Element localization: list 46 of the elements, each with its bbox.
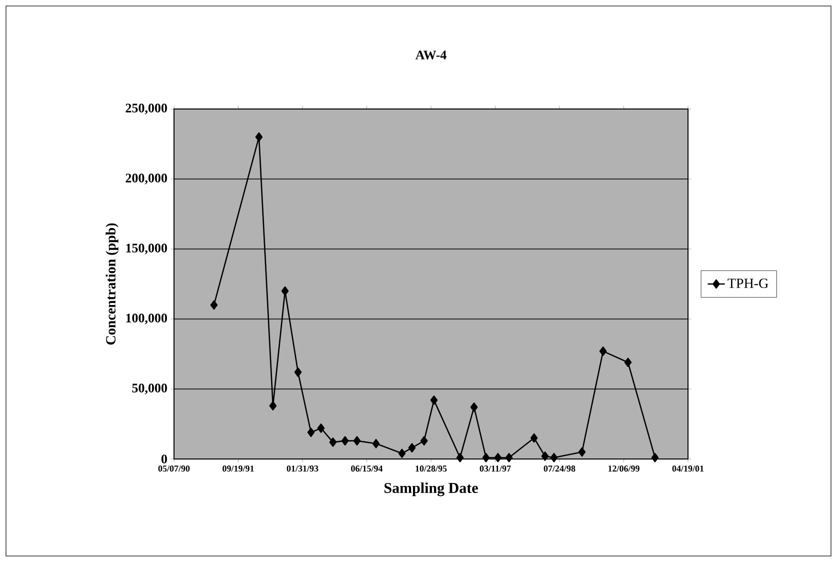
point bbox=[541, 452, 549, 461]
x-tick-label: 06/15/94 bbox=[351, 466, 383, 472]
y-tick-label: 200,000 bbox=[126, 174, 167, 184]
x-tick-label: 04/19/01 bbox=[672, 466, 704, 472]
point bbox=[353, 436, 361, 446]
point bbox=[210, 300, 218, 310]
point bbox=[294, 368, 302, 377]
point bbox=[269, 401, 277, 410]
point bbox=[651, 452, 659, 462]
point bbox=[456, 452, 464, 462]
x-tick-label: 05/07/90 bbox=[158, 466, 190, 472]
point bbox=[599, 346, 607, 356]
point bbox=[550, 452, 558, 462]
point bbox=[329, 438, 337, 447]
x-axis-title: Sampling Date bbox=[384, 482, 478, 496]
x-tick-label: 12/06/99 bbox=[608, 466, 640, 472]
legend-label: TPH-G bbox=[728, 278, 768, 288]
point bbox=[408, 443, 416, 452]
chart-title: AW-4 bbox=[415, 50, 446, 60]
point bbox=[372, 438, 380, 448]
y-tick-label: 100,000 bbox=[126, 314, 167, 324]
point bbox=[281, 286, 289, 296]
point bbox=[530, 433, 538, 443]
point bbox=[398, 448, 406, 458]
x-tick-label: 01/31/93 bbox=[286, 466, 318, 472]
y-tick-label: 50,000 bbox=[132, 384, 167, 394]
point bbox=[470, 402, 478, 412]
x-tick-label: 10/28/95 bbox=[416, 466, 447, 472]
y-axis-title: Concentration (ppb) bbox=[106, 223, 118, 345]
point bbox=[624, 358, 632, 368]
x-tick-label: 07/24/98 bbox=[544, 466, 576, 472]
point bbox=[317, 424, 325, 433]
point bbox=[482, 452, 490, 462]
point bbox=[505, 452, 513, 462]
point bbox=[494, 452, 502, 462]
y-tick-label: 250,000 bbox=[126, 104, 167, 114]
y-tick-label: 150,000 bbox=[126, 244, 167, 254]
point bbox=[430, 396, 438, 405]
point bbox=[420, 436, 428, 446]
y-tick-label: 0 bbox=[161, 454, 167, 464]
x-tick-label: 03/11/97 bbox=[480, 466, 511, 472]
x-tick-label: 09/19/91 bbox=[222, 466, 254, 472]
point bbox=[255, 132, 263, 142]
point bbox=[578, 447, 586, 457]
point bbox=[341, 436, 349, 446]
point bbox=[307, 428, 315, 438]
